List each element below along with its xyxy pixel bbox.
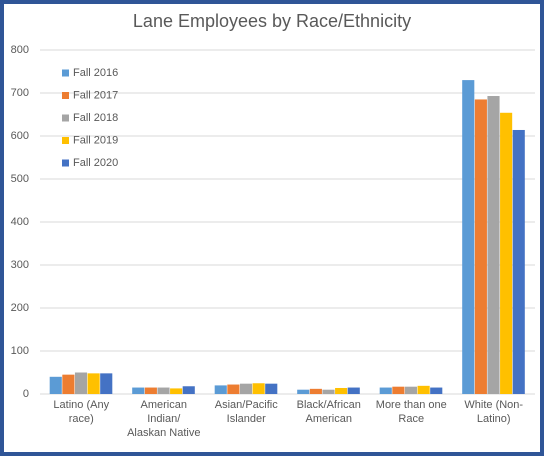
legend-label: Fall 2016 [73,67,118,79]
bar [404,386,418,394]
legend-label: Fall 2020 [73,157,118,169]
bar [487,96,500,394]
bar [214,385,227,394]
bar [392,386,405,394]
x-tick-label: Asian/Pacific Islander [214,399,278,425]
y-tick-label: 800 [11,44,29,56]
bar [49,376,62,394]
y-tick-label: 0 [23,388,29,400]
legend-label: Fall 2019 [73,134,118,146]
bar [252,383,265,394]
bar [144,387,157,394]
bar [512,129,525,395]
bar [335,387,348,394]
bar [474,99,487,394]
bar [309,388,322,394]
legend-marker [62,69,69,77]
bar [500,112,513,394]
x-tick-label: Latino (Any race) [53,399,110,425]
bar [462,80,475,394]
y-tick-label: 400 [11,216,29,228]
bar [100,373,113,394]
chart-title: Lane Employees by Race/Ethnicity [133,11,411,31]
bar [74,372,88,394]
bar [239,383,253,394]
y-tick-label: 600 [11,130,29,142]
x-tick-label: Black/African American [296,399,361,425]
bar [62,374,75,394]
y-tick-label: 200 [11,302,29,314]
legend-marker [62,92,69,99]
x-tick-label: American Indian/ Alaskan Native [127,399,201,439]
bar [87,373,100,394]
y-tick-label: 700 [11,87,29,99]
bar [132,387,145,394]
legend-marker [62,114,69,122]
legend-marker [62,159,69,167]
bar [265,383,278,394]
y-tick-label: 300 [11,259,29,271]
legend-label: Fall 2017 [73,89,118,101]
y-tick-label: 500 [11,173,29,185]
bar [379,387,392,394]
legend-marker [62,137,69,144]
legend-label: Fall 2018 [73,112,118,124]
bar [430,387,443,394]
bar [170,388,183,394]
x-tick-label: White (Non-Latino) [464,399,524,425]
bar [347,387,360,394]
bar [297,389,310,394]
x-tick-label: More than one Race [375,399,447,425]
bar [227,384,240,394]
bar [182,386,195,394]
bar [157,387,170,394]
bar [322,389,335,394]
y-tick-label: 100 [11,345,29,357]
bar [417,385,430,394]
